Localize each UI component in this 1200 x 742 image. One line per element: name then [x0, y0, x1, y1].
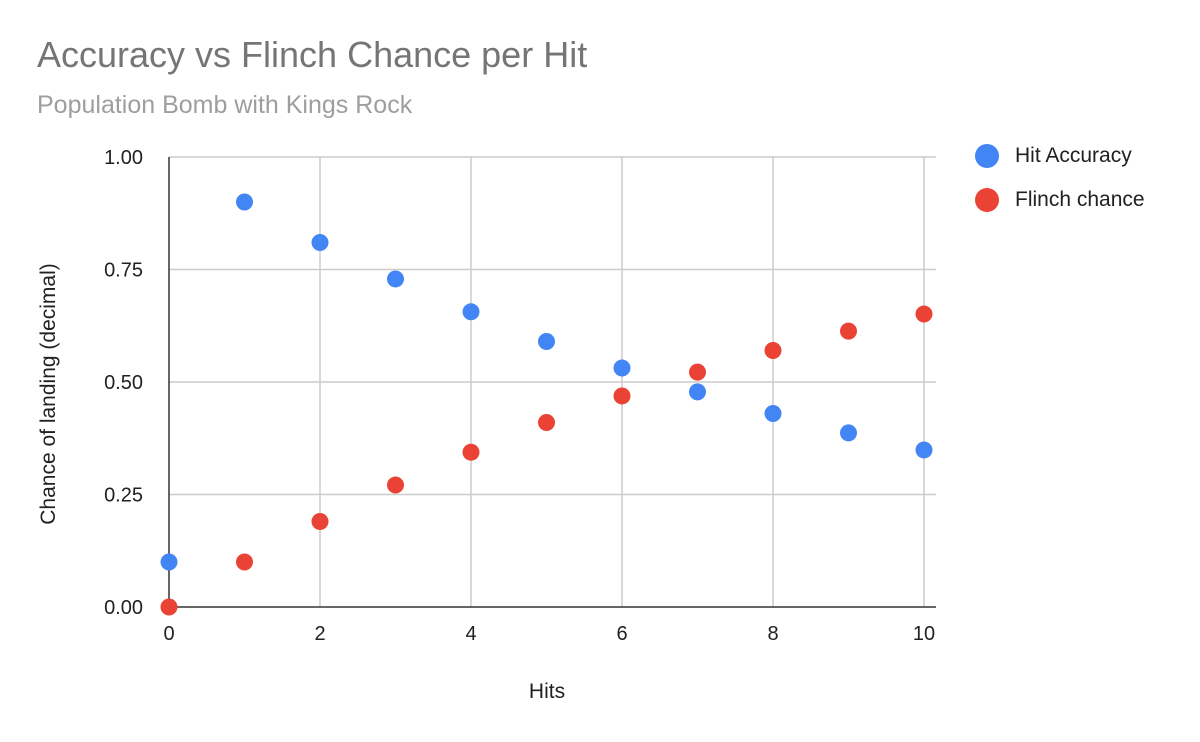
point-flinch-chance	[236, 553, 253, 571]
point-hit-accuracy	[160, 553, 178, 571]
x-tick-label: 4	[465, 623, 476, 645]
y-tick-label: 0.00	[104, 597, 143, 619]
y-tick-label: 1.00	[104, 147, 143, 169]
x-tick-label: 2	[314, 623, 325, 645]
point-hit-accuracy	[311, 234, 329, 251]
point-hit-accuracy	[613, 359, 631, 377]
point-flinch-chance	[311, 513, 329, 530]
x-tick-label: 10	[913, 623, 935, 645]
point-hit-accuracy	[387, 270, 404, 288]
data-points	[160, 193, 933, 616]
legend-label-hit-accuracy: Hit Accuracy	[1015, 144, 1132, 167]
point-flinch-chance	[764, 342, 782, 359]
point-flinch-chance	[160, 598, 178, 616]
point-hit-accuracy	[236, 193, 253, 211]
legend-item-flinch-chance[interactable]: Flinch chance	[975, 187, 1145, 213]
axes	[168, 157, 936, 608]
legend-label-flinch-chance: Flinch chance	[1015, 188, 1145, 211]
point-flinch-chance	[613, 387, 631, 405]
point-flinch-chance	[915, 305, 933, 323]
point-flinch-chance	[462, 443, 480, 461]
chart-subtitle: Population Bomb with Kings Rock	[37, 91, 413, 119]
y-tick-labels: 0.00 0.25 0.50 0.75 1.00	[104, 147, 143, 619]
point-hit-accuracy	[462, 303, 480, 321]
legend-item-hit-accuracy[interactable]: Hit Accuracy	[975, 143, 1132, 169]
point-flinch-chance	[840, 322, 857, 340]
point-hit-accuracy	[689, 383, 706, 401]
grid-lines	[169, 156, 936, 607]
y-axis-label: Chance of landing (decimal)	[37, 263, 60, 524]
x-tick-label: 0	[163, 623, 174, 645]
y-tick-label: 0.25	[104, 485, 143, 507]
legend-marker-flinch-chance	[975, 188, 999, 212]
point-hit-accuracy	[538, 333, 555, 350]
point-hit-accuracy	[840, 424, 857, 442]
point-flinch-chance	[689, 363, 706, 381]
y-tick-label: 0.75	[104, 260, 143, 282]
point-flinch-chance	[387, 476, 404, 494]
point-hit-accuracy	[915, 441, 933, 459]
legend-marker-hit-accuracy	[975, 144, 999, 168]
chart-title: Accuracy vs Flinch Chance per Hit	[37, 34, 588, 75]
y-tick-label: 0.50	[104, 372, 143, 394]
point-hit-accuracy	[764, 405, 782, 422]
point-flinch-chance	[538, 414, 555, 431]
x-tick-label: 6	[616, 623, 627, 645]
x-tick-label: 8	[767, 623, 778, 645]
x-tick-labels: 0 2 4 6 8 10	[163, 623, 935, 645]
x-axis-label: Hits	[529, 680, 565, 703]
